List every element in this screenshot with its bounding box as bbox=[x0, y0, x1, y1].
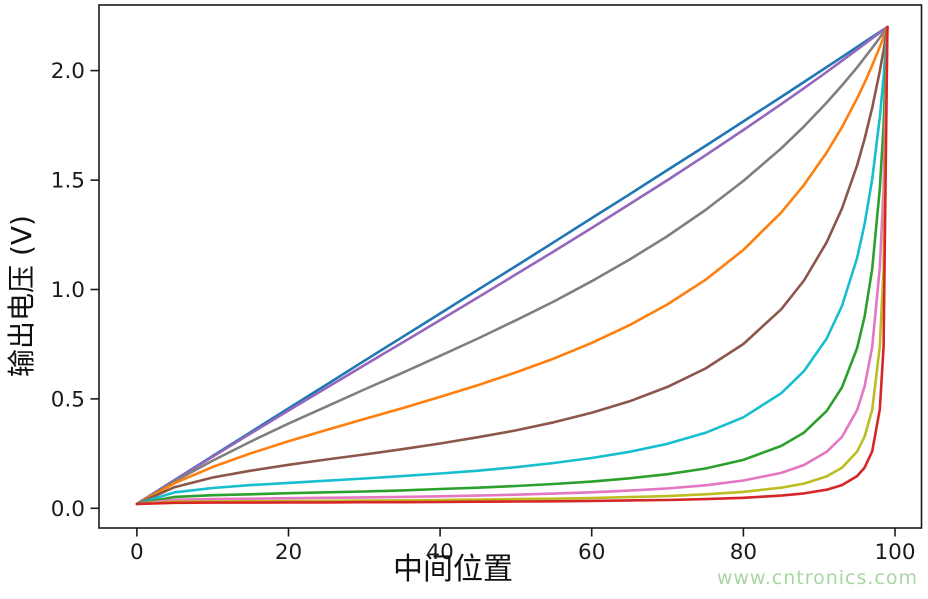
x-tick-label: 20 bbox=[275, 540, 302, 565]
y-axis-label: 输出电压 (V) bbox=[5, 215, 38, 377]
curve-pink bbox=[135, 25, 889, 506]
curve-purple bbox=[135, 25, 889, 506]
y-tick-label: 2.0 bbox=[51, 59, 85, 84]
x-tick-label: 100 bbox=[874, 540, 915, 565]
watermark-text: www.cntronics.com bbox=[716, 567, 918, 589]
curves-layer bbox=[135, 25, 889, 506]
curve-cyan bbox=[135, 25, 889, 506]
curve-brown bbox=[135, 25, 889, 506]
curve-gray bbox=[135, 25, 889, 506]
x-tick-label: 40 bbox=[426, 540, 453, 565]
y-tick-label: 0.5 bbox=[51, 387, 85, 412]
x-axis-label: 中间位置 bbox=[393, 552, 513, 587]
plot-frame bbox=[98, 4, 923, 529]
curve-orange bbox=[135, 25, 889, 506]
curve-red-most-bowed bbox=[135, 25, 889, 506]
x-tick-label: 0 bbox=[130, 540, 144, 565]
axes-layer: 0 20 40 60 80 100 0.0 0.5 1.0 1.5 2.0 bbox=[51, 4, 923, 565]
x-tick-label: 60 bbox=[578, 540, 605, 565]
y-tick-label: 0.0 bbox=[51, 497, 85, 522]
curve-green bbox=[135, 25, 889, 506]
curve-olive bbox=[135, 25, 889, 506]
y-tick-label: 1.5 bbox=[51, 169, 85, 194]
y-tick-label: 1.0 bbox=[51, 278, 85, 303]
curve-blue-most-linear bbox=[135, 25, 889, 506]
x-tick-label: 80 bbox=[730, 540, 757, 565]
